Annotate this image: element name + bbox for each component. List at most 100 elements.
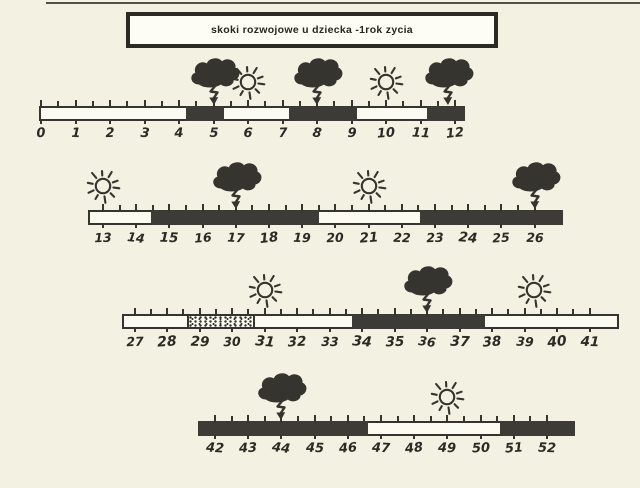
- tick-mark: [185, 205, 187, 210]
- tick-mark: [247, 435, 250, 439]
- tick-mark: [133, 328, 136, 332]
- tick-mark: [361, 328, 363, 332]
- tick-mark: [454, 100, 456, 108]
- tick-mark: [316, 120, 318, 124]
- tick-mark: [57, 101, 60, 106]
- tick-mark: [367, 224, 370, 228]
- week-label: 43: [238, 440, 258, 457]
- tick-mark: [168, 224, 171, 228]
- tick-mark: [393, 308, 396, 316]
- week-label: 49: [438, 440, 457, 457]
- tick-mark: [247, 100, 249, 108]
- tick-mark: [301, 224, 304, 228]
- tick-mark: [328, 328, 331, 332]
- tick-mark: [198, 308, 201, 316]
- tick-mark: [214, 435, 216, 439]
- tick-mark: [330, 416, 333, 421]
- sun-icon: [516, 272, 552, 308]
- tick-mark: [247, 309, 250, 314]
- storm-segment: [420, 210, 563, 225]
- tick-mark: [40, 120, 42, 124]
- tick-mark: [201, 204, 204, 212]
- tick-mark: [135, 224, 138, 228]
- tick-mark: [333, 101, 336, 106]
- tick-mark: [247, 120, 249, 124]
- tick-mark: [91, 101, 94, 106]
- tick-mark: [419, 100, 422, 108]
- tick-mark: [523, 308, 526, 316]
- tick-mark: [517, 205, 519, 210]
- tick-mark: [426, 328, 428, 332]
- tick-mark: [367, 204, 370, 212]
- tick-mark: [467, 204, 470, 212]
- tick-mark: [419, 120, 422, 124]
- tick-mark: [380, 415, 382, 423]
- tick-mark: [446, 415, 449, 423]
- tick-mark: [533, 224, 536, 228]
- week-label: 44: [271, 439, 292, 458]
- tick-mark: [572, 309, 575, 314]
- tick-mark: [450, 205, 453, 210]
- storm-cloud-icon: [256, 371, 308, 421]
- tick-mark: [301, 204, 304, 212]
- tick-mark: [268, 204, 270, 212]
- tick-mark: [417, 205, 420, 210]
- tick-mark: [396, 416, 399, 421]
- tick-mark: [40, 100, 42, 108]
- tick-mark: [350, 100, 353, 108]
- tick-mark: [546, 435, 548, 439]
- timeline-bar: [39, 106, 466, 121]
- tick-mark: [400, 204, 403, 212]
- storm-cloud-icon: [510, 160, 562, 210]
- tick-mark: [400, 224, 403, 228]
- tick-mark: [143, 120, 146, 124]
- tick-mark: [74, 120, 77, 124]
- week-label: 42: [205, 440, 225, 457]
- tick-mark: [231, 328, 233, 332]
- tick-mark: [546, 415, 548, 423]
- tick-mark: [363, 416, 366, 421]
- tick-mark: [479, 415, 482, 423]
- tick-mark: [281, 120, 284, 124]
- tick-mark: [74, 100, 77, 108]
- tick-mark: [149, 309, 152, 314]
- tick-mark: [135, 204, 138, 212]
- tick-mark: [296, 308, 298, 316]
- tick-mark: [434, 224, 436, 228]
- week-label: 50: [471, 440, 490, 457]
- tick-mark: [317, 205, 320, 210]
- tick-mark: [168, 204, 171, 212]
- tick-mark: [458, 308, 461, 316]
- tick-mark: [344, 309, 347, 314]
- tick-mark: [512, 435, 515, 439]
- tick-mark: [500, 204, 503, 212]
- tick-mark: [556, 328, 558, 332]
- tick-mark: [512, 415, 515, 423]
- storm-segment: [500, 421, 576, 436]
- tick-mark: [231, 308, 233, 316]
- tick-mark: [312, 309, 315, 314]
- tick-mark: [479, 435, 482, 439]
- tick-mark: [434, 204, 436, 212]
- tick-mark: [539, 309, 542, 314]
- timeline-bar: [198, 421, 576, 436]
- sun-icon: [429, 379, 465, 415]
- tick-mark: [529, 416, 532, 421]
- tick-mark: [143, 100, 146, 108]
- tick-mark: [280, 435, 283, 439]
- storm-segment: [151, 210, 319, 225]
- tick-mark: [500, 224, 503, 228]
- tick-mark: [313, 435, 316, 439]
- page-top-edge-line: [46, 2, 640, 4]
- tick-mark: [380, 435, 382, 439]
- week-label: 52: [537, 440, 557, 457]
- tick-mark: [251, 205, 254, 210]
- calm-segment: [368, 423, 501, 434]
- tick-mark: [463, 416, 465, 421]
- tick-mark: [264, 101, 267, 106]
- tick-mark: [436, 101, 439, 106]
- tick-mark: [367, 101, 370, 106]
